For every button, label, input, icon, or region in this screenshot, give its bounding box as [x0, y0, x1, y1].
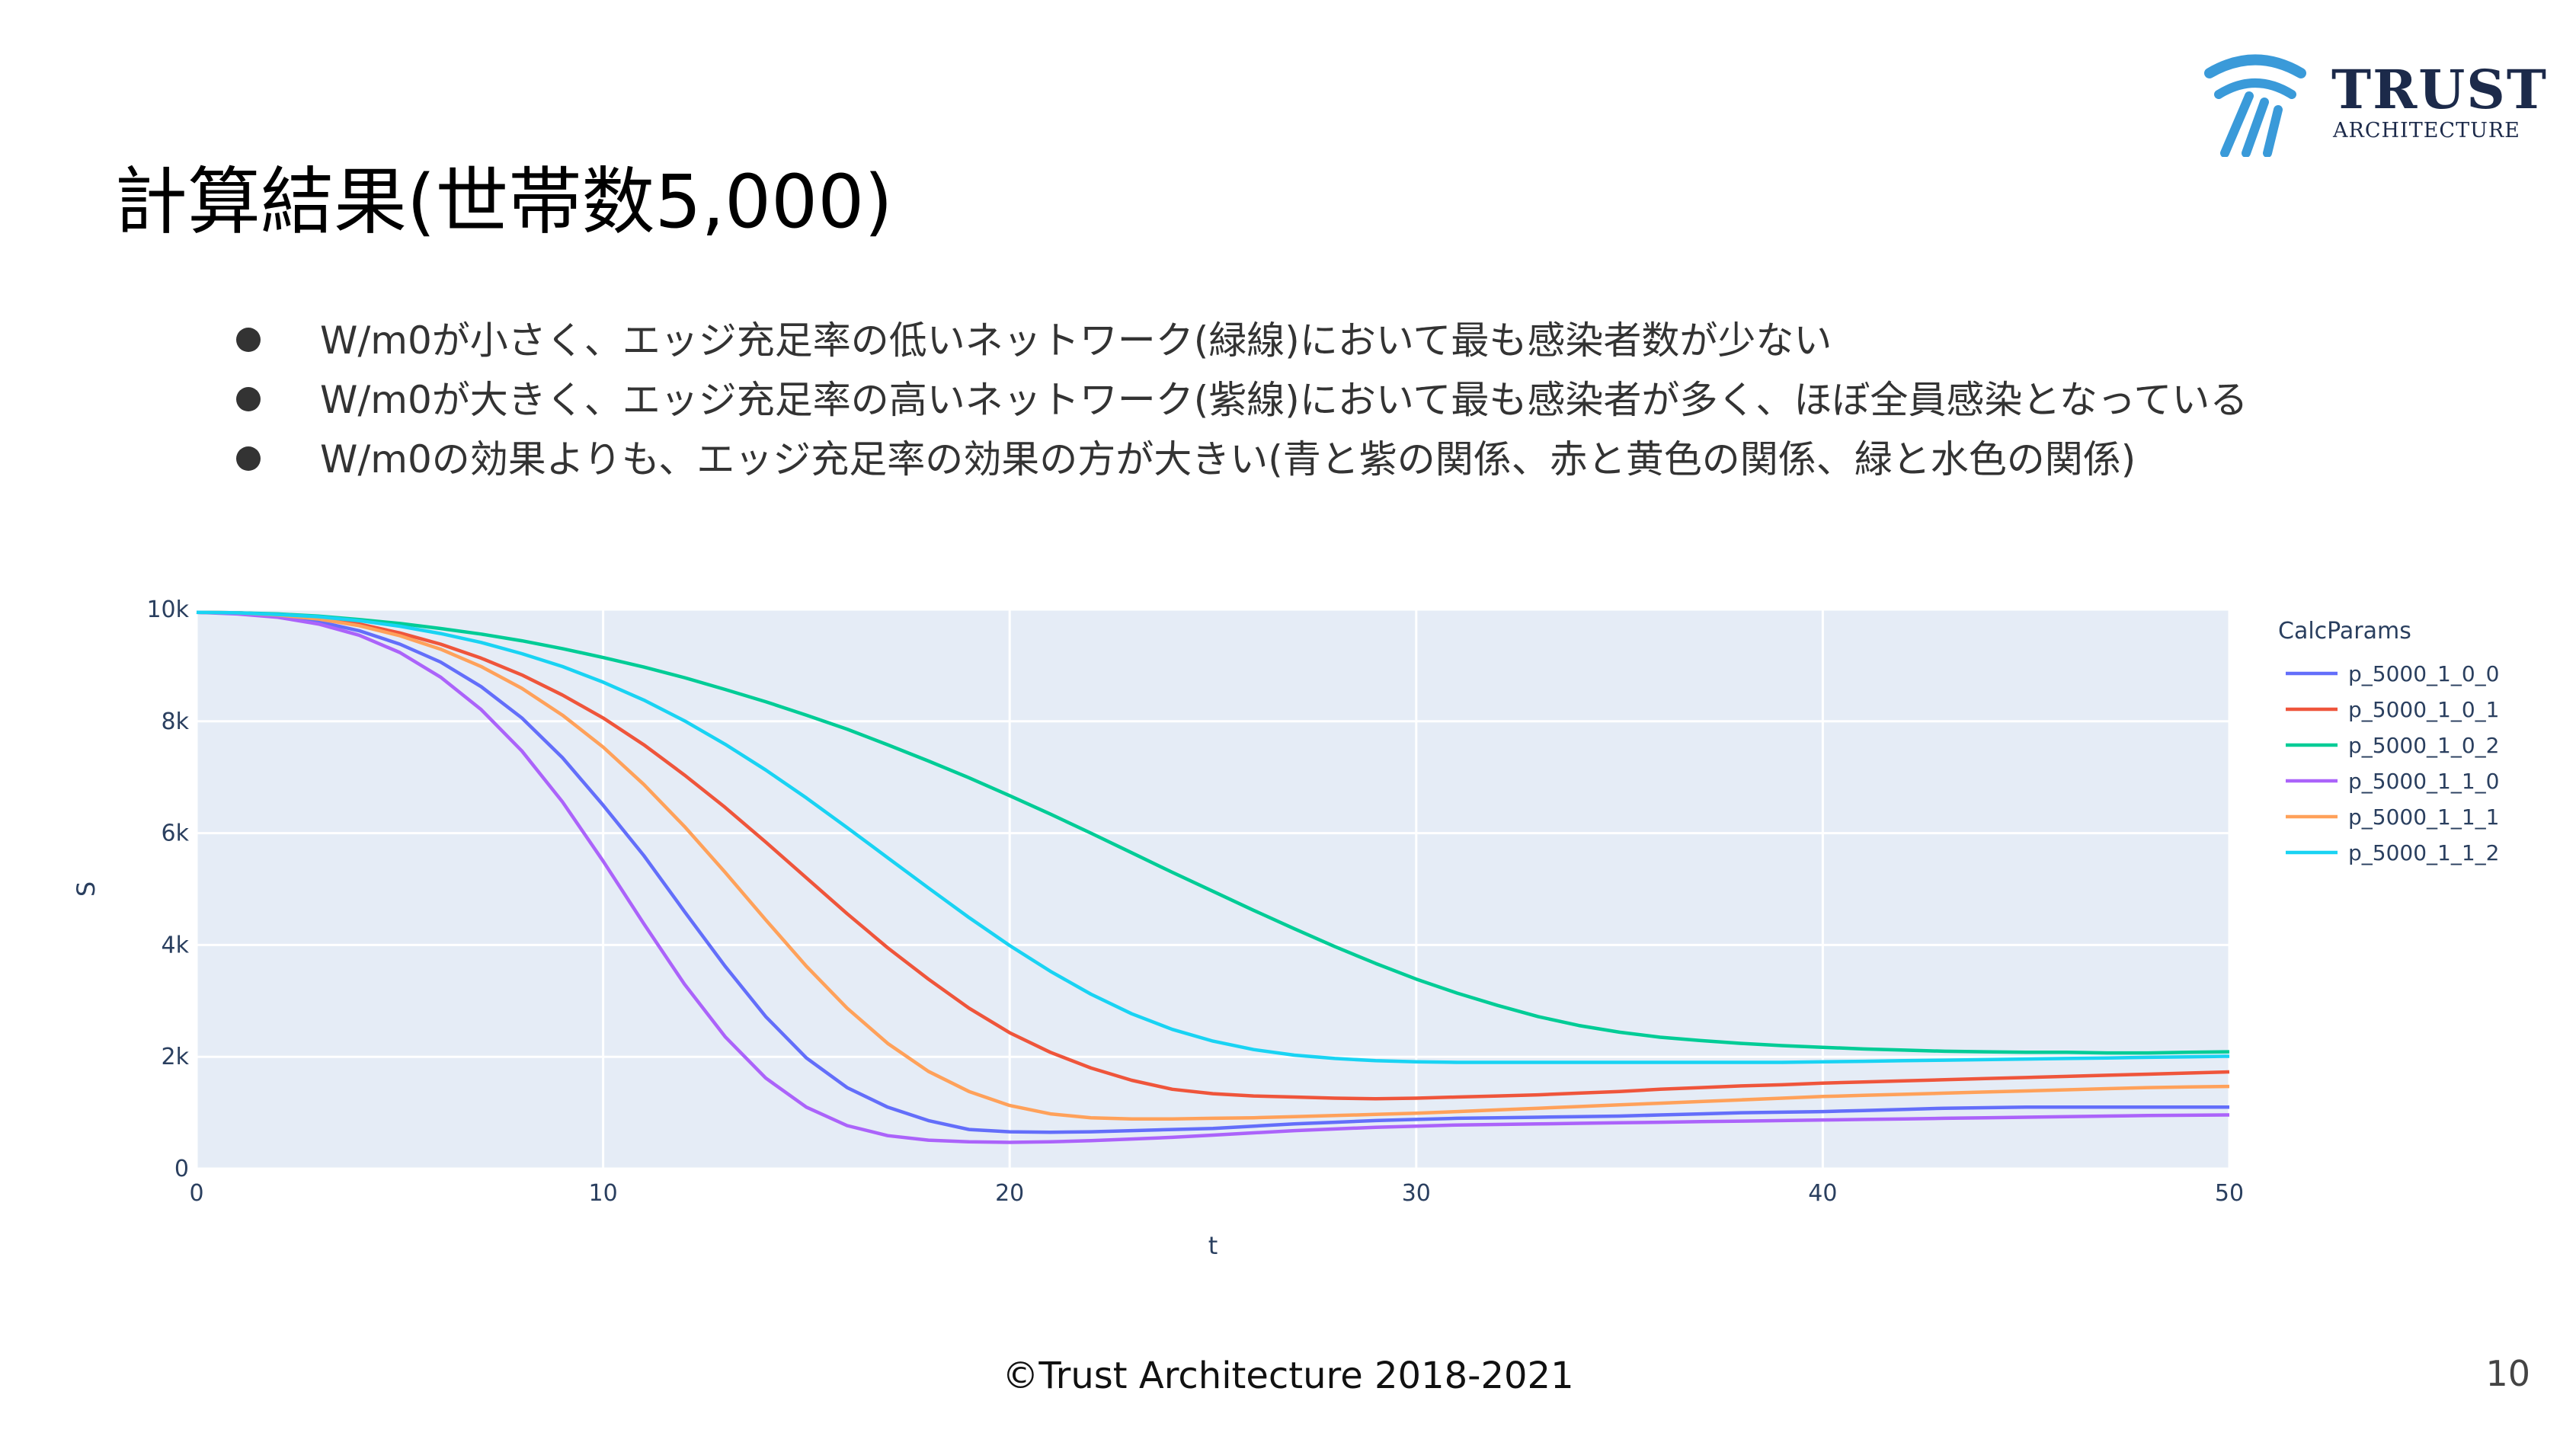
y-tick-label: 0	[174, 1156, 189, 1182]
bullet-list: W/m0が小さく、エッジ充足率の低いネットワーク(緑線)において最も感染者数が少…	[221, 311, 2248, 489]
bullet-dot-icon	[236, 387, 261, 411]
bullet-item: W/m0が小さく、エッジ充足率の低いネットワーク(緑線)において最も感染者数が少…	[221, 311, 2248, 370]
series-line-p_5000_1_1_0	[196, 610, 2230, 1144]
x-tick-label: 0	[189, 1180, 203, 1207]
legend-title: CalcParams	[2278, 618, 2411, 645]
series-line-p_5000_1_0_1	[196, 610, 2230, 1101]
copyright-footer: ©Trust Architecture 2018-2021	[1002, 1355, 1574, 1397]
legend-label: p_5000_1_1_0	[2348, 769, 2499, 794]
series-line-p_5000_1_0_0	[196, 610, 2229, 1134]
legend-label: p_5000_1_0_2	[2348, 733, 2499, 758]
legend-label: p_5000_1_0_1	[2348, 697, 2499, 722]
bullet-text: W/m0の効果よりも、エッジ充足率の効果の方が大きい(青と紫の関係、赤と黄色の関…	[320, 437, 2136, 481]
bullet-text: W/m0が小さく、エッジ充足率の低いネットワーク(緑線)において最も感染者数が少…	[320, 318, 1832, 363]
plot-background	[197, 609, 2229, 1169]
legend-label: p_5000_1_0_0	[2348, 661, 2499, 686]
slide-title: 計算結果(世帯数5,000)	[114, 159, 893, 245]
bullet-dot-icon	[236, 446, 261, 471]
trust-architecture-logo-icon	[2204, 54, 2306, 157]
y-tick-label: 2k	[162, 1044, 190, 1070]
y-axis-label: S	[72, 881, 101, 897]
series-line-p_5000_1_1_1	[196, 610, 2230, 1121]
bullet-item: W/m0の効果よりも、エッジ充足率の効果の方が大きい(青と紫の関係、赤と黄色の関…	[221, 430, 2248, 489]
legend-item[interactable]: p_5000_1_1_0	[2286, 769, 2499, 794]
y-tick-label: 4k	[162, 932, 190, 958]
trust-architecture-logo: TRUST ARCHITECTURE	[2202, 50, 2546, 157]
legend-label: p_5000_1_1_1	[2348, 804, 2499, 830]
logo-wordmark-architecture: ARCHITECTURE	[2333, 119, 2520, 142]
x-tick-label: 30	[1402, 1180, 1431, 1207]
x-tick-label: 20	[995, 1180, 1024, 1207]
x-tick-label: 40	[1808, 1180, 1837, 1207]
susceptible-line-chart: 0 10 20 30 40 50 0 2k 4k 6k 8k 10k t S CalcParams p_…	[72, 597, 2499, 1260]
chart-legend[interactable]: CalcParams p_5000_1_0_0 p_5000_1_0_1 p_5000…	[2278, 618, 2499, 865]
legend-item[interactable]: p_5000_1_1_2	[2286, 840, 2499, 865]
y-tick-label: 10k	[146, 597, 189, 623]
chart-lines	[196, 610, 2230, 1144]
chart-ticks: 0 10 20 30 40 50 0 2k 4k 6k 8k 10k	[146, 597, 2244, 1207]
logo-wordmark-trust: TRUST	[2331, 58, 2548, 121]
bullet-text: W/m0が大きく、エッジ充足率の高いネットワーク(紫線)において最も感染者が多く…	[320, 378, 2248, 422]
page-number: 10	[2485, 1353, 2530, 1394]
series-line-p_5000_1_0_2	[196, 610, 2230, 1055]
bullet-dot-icon	[236, 328, 261, 352]
legend-item[interactable]: p_5000_1_0_1	[2286, 697, 2499, 722]
legend-item[interactable]: p_5000_1_1_1	[2286, 804, 2499, 830]
series-line-p_5000_1_1_2	[196, 610, 2230, 1064]
x-tick-label: 10	[589, 1180, 618, 1207]
y-tick-label: 6k	[162, 820, 190, 847]
bullet-item: W/m0が大きく、エッジ充足率の高いネットワーク(紫線)において最も感染者が多く…	[221, 370, 2248, 430]
chart-grid	[195, 608, 2231, 1170]
legend-label: p_5000_1_1_2	[2348, 840, 2499, 865]
x-tick-label: 50	[2215, 1180, 2244, 1207]
legend-item[interactable]: p_5000_1_0_0	[2286, 661, 2499, 686]
x-axis-label: t	[1208, 1231, 1218, 1260]
y-tick-label: 8k	[162, 709, 190, 735]
legend-item[interactable]: p_5000_1_0_2	[2286, 733, 2499, 758]
